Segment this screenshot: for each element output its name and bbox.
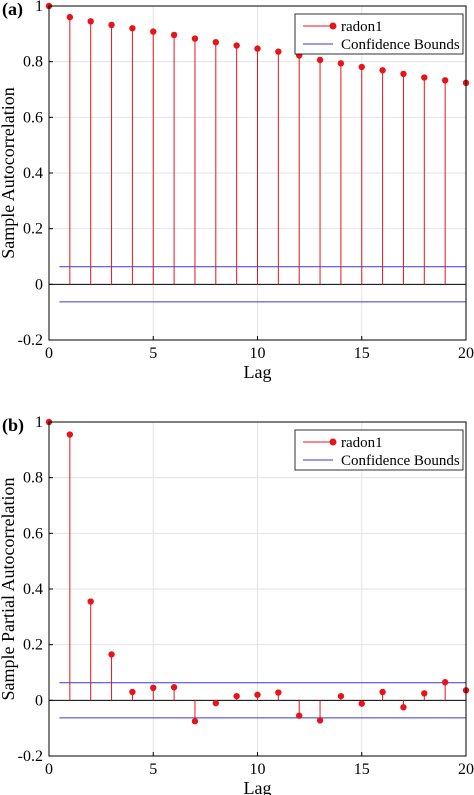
x-tick-label-a-2: 10 bbox=[250, 345, 266, 362]
stem-marker-a-lag-2 bbox=[87, 18, 94, 25]
x-ticks-b: 0 5 10 15 20 bbox=[45, 752, 474, 778]
y-axis-label-b: Sample Partial Autocorrelation bbox=[0, 478, 18, 701]
stem-marker-b-lag-4 bbox=[129, 688, 136, 696]
stem-marker-a-lag-17 bbox=[400, 70, 407, 78]
x-tick-label-a-1: 5 bbox=[149, 345, 157, 362]
stem-marker-b-lag-16 bbox=[379, 688, 386, 696]
stem-marker-b-lag-3 bbox=[108, 651, 115, 658]
y-tick-label-b-0: -0.2 bbox=[18, 748, 43, 765]
y-ticks-b: -0.2 0 0.2 0.4 0.6 0.8 1 bbox=[18, 414, 53, 765]
stem-marker-a-lag-19 bbox=[441, 77, 449, 84]
legend-stem-marker-b bbox=[329, 438, 337, 446]
y-tick-label-a-6: 1 bbox=[35, 0, 43, 15]
y-tick-label-a-5: 0.8 bbox=[23, 54, 43, 71]
stem-marker-a-lag-14 bbox=[337, 60, 345, 67]
stem-marker-b-lag-19 bbox=[441, 679, 449, 686]
stem-marker-b-lag-18 bbox=[421, 690, 428, 697]
y-tick-label-b-3: 0.4 bbox=[23, 581, 43, 598]
y-axis-label-a: Sample Autocorrelation bbox=[0, 87, 18, 258]
legend-label-radon1-a: radon1 bbox=[341, 19, 383, 35]
stem-marker-a-lag-6 bbox=[170, 31, 178, 39]
y-ticks-a: -0.2 0 0.2 0.4 0.6 0.8 1 bbox=[18, 0, 53, 349]
stem-marker-a-lag-18 bbox=[421, 74, 428, 81]
y-tick-label-a-1: 0 bbox=[35, 276, 43, 293]
y-tick-label-b-6: 1 bbox=[35, 414, 43, 431]
y-tick-label-a-2: 0.2 bbox=[23, 221, 43, 238]
x-tick-label-b-3: 15 bbox=[354, 761, 370, 778]
stem-marker-b-lag-11 bbox=[275, 689, 282, 696]
y-tick-label-a-0: -0.2 bbox=[18, 332, 43, 349]
stem-marker-b-lag-9 bbox=[233, 692, 240, 700]
stem-marker-a-lag-4 bbox=[129, 25, 136, 32]
stem-marker-b-lag-14 bbox=[337, 692, 345, 700]
legend-b: radon1 Confidence Bounds bbox=[294, 429, 464, 471]
legend-box-a bbox=[294, 13, 464, 55]
x-tick-label-b-4: 20 bbox=[458, 761, 474, 778]
stem-marker-b-lag-13 bbox=[316, 717, 324, 724]
panel-label-a: (a) bbox=[2, 0, 23, 20]
x-axis-label-a: Lag bbox=[244, 362, 272, 382]
legend-label-confidence-a: Confidence Bounds bbox=[341, 37, 460, 53]
y-tick-label-a-3: 0.4 bbox=[23, 165, 43, 182]
stem-marker-a-lag-1 bbox=[66, 13, 74, 21]
panel-b: 0 5 10 15 20 -0.200.20.40.60.81 Lag Sample P… bbox=[0, 414, 474, 795]
legend-label-radon1-b: radon1 bbox=[341, 435, 383, 451]
stem-marker-a-lag-8 bbox=[212, 38, 219, 46]
y-tick-label-b-1: 0 bbox=[35, 692, 43, 709]
stem-marker-b-lag-8 bbox=[212, 699, 219, 707]
x-tick-label-b-1: 5 bbox=[149, 761, 157, 778]
legend-label-confidence-b: Confidence Bounds bbox=[341, 453, 460, 469]
x-tick-label-b-2: 10 bbox=[250, 761, 266, 778]
y-tick-label-b-4: 0.6 bbox=[23, 525, 43, 542]
stem-marker-b-lag-10 bbox=[254, 691, 261, 698]
stem-marker-a-lag-7 bbox=[191, 35, 199, 42]
stem-marker-b-lag-2 bbox=[87, 598, 94, 605]
stem-marker-a-lag-13 bbox=[316, 56, 324, 64]
x-axis-label-b: Lag bbox=[244, 778, 272, 795]
stem-marker-b-lag-5 bbox=[150, 684, 157, 692]
x-tick-label-a-0: 0 bbox=[45, 345, 53, 362]
panel-label-b: (b) bbox=[2, 415, 24, 436]
x-tick-label-b-0: 0 bbox=[45, 761, 53, 778]
stem-marker-a-lag-16 bbox=[379, 67, 386, 74]
stem-marker-a-lag-9 bbox=[233, 42, 240, 49]
panel-a: 0 5 10 15 20 -0.200.20.40.60.81 Lag Sample A… bbox=[0, 0, 474, 382]
stem-marker-a-lag-11 bbox=[275, 48, 282, 55]
stem-marker-b-lag-12 bbox=[296, 712, 303, 719]
stem-marker-a-lag-10 bbox=[254, 45, 261, 52]
stem-marker-b-lag-15 bbox=[358, 700, 365, 707]
x-tick-label-a-4: 20 bbox=[458, 345, 474, 362]
stem-marker-b-lag-17 bbox=[400, 704, 407, 711]
stem-marker-b-lag-6 bbox=[170, 684, 178, 691]
y-tick-label-a-4: 0.6 bbox=[23, 109, 43, 126]
stem-marker-b-lag-7 bbox=[191, 718, 199, 725]
legend-stem-marker-a bbox=[329, 22, 337, 30]
y-tick-label-b-2: 0.2 bbox=[23, 637, 43, 654]
stem-marker-a-lag-3 bbox=[108, 21, 115, 29]
y-tick-label-b-5: 0.8 bbox=[23, 470, 43, 487]
stem-marker-a-lag-15 bbox=[358, 63, 365, 71]
legend-box-b bbox=[294, 429, 464, 471]
legend-a: radon1 Confidence Bounds bbox=[294, 13, 464, 55]
x-tick-label-a-3: 15 bbox=[354, 345, 370, 362]
stems-b bbox=[45, 418, 470, 725]
x-ticks-a: 0 5 10 15 20 bbox=[45, 336, 474, 362]
stem-marker-a-lag-5 bbox=[150, 28, 157, 35]
stem-marker-b-lag-1 bbox=[66, 431, 74, 438]
